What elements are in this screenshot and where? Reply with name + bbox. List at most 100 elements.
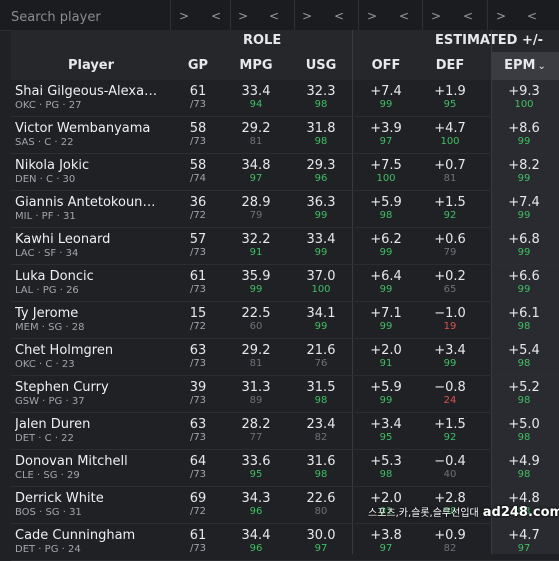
sort-asc-arrow[interactable]: > — [366, 9, 378, 23]
cell-usg: 36.3 99 — [300, 195, 342, 222]
player-meta: DEN · C · 30 — [15, 174, 76, 185]
cell-usg: 31.8 98 — [300, 121, 342, 148]
player-name[interactable]: Luka Doncic — [15, 269, 94, 284]
player-name[interactable]: Giannis Antetokounmpo — [15, 195, 165, 210]
sort-desc-arrow[interactable]: < — [398, 9, 410, 23]
column-header-epm-label: EPM — [504, 58, 536, 73]
games-total: /73 — [189, 395, 207, 406]
cell-usg: 29.3 96 — [300, 158, 342, 185]
sort-desc-arrow[interactable]: < — [268, 9, 280, 23]
table-row[interactable]: Shai Gilgeous-Alexander OKC · PG · 27 61/7… — [11, 80, 559, 117]
off-value: +3.8 — [370, 528, 402, 543]
column-header-usg[interactable]: USG — [305, 58, 337, 73]
table-row[interactable]: Chet Holmgren OKC · C · 23 63/73 29.2 81 21.6… — [11, 339, 559, 376]
search-input[interactable] — [11, 8, 171, 26]
off-value: +7.4 — [370, 84, 402, 99]
mpg-value: 34.3 — [241, 491, 271, 506]
player-name[interactable]: Chet Holmgren — [15, 343, 114, 358]
player-name[interactable]: Stephen Curry — [15, 380, 109, 395]
sort-asc-arrow[interactable]: > — [178, 9, 190, 23]
sort-asc-arrow[interactable]: > — [301, 9, 313, 23]
usg-percentile: 100 — [311, 284, 331, 295]
sort-desc-arrow[interactable]: < — [526, 9, 538, 23]
filter-sort-bar: > < > < > < > < > < > < — [0, 0, 559, 31]
table-row[interactable]: Nikola Jokic DEN · C · 30 58/74 34.8 97 29.3 9… — [11, 154, 559, 191]
table-row[interactable]: Victor Wembanyama SAS · C · 22 58/73 29.2 81… — [11, 117, 559, 154]
cell-usg: 33.4 99 — [300, 232, 342, 259]
sort-asc-arrow[interactable]: > — [495, 9, 507, 23]
sort-desc-arrow[interactable]: < — [462, 9, 474, 23]
table-row[interactable]: Jalen Duren DET · C · 22 63/73 28.2 77 23.4 82… — [11, 413, 559, 450]
player-name[interactable]: Shai Gilgeous-Alexander — [15, 84, 165, 99]
gp-value: 63 — [189, 343, 207, 358]
table-header: ROLE ESTIMATED +/- Player GP MPG USG OFF… — [11, 30, 559, 80]
cell-mpg: 22.5 60 — [235, 306, 277, 333]
games-total: /73 — [189, 543, 207, 554]
player-name[interactable]: Jalen Duren — [15, 417, 91, 432]
table-row[interactable]: Stephen Curry GSW · PG · 37 39/73 31.3 89 31.… — [11, 376, 559, 413]
def-percentile: 92 — [443, 432, 457, 443]
cell-off: +5.9 98 — [366, 195, 406, 222]
column-header-player[interactable]: Player — [67, 58, 115, 73]
off-value: +7.5 — [370, 158, 402, 173]
sort-asc-arrow[interactable]: > — [430, 9, 442, 23]
mpg-value: 29.2 — [241, 343, 271, 358]
epm-percentile: 97 — [517, 543, 531, 554]
off-value: +6.2 — [370, 232, 402, 247]
column-header-gp[interactable]: GP — [187, 58, 209, 73]
column-header-mpg[interactable]: MPG — [239, 58, 273, 73]
table-row[interactable]: Ty Jerome MEM · SG · 28 15/72 22.5 60 34.1 99 +… — [11, 302, 559, 339]
sort-desc-arrow[interactable]: < — [333, 9, 345, 23]
top-divider — [294, 0, 295, 30]
cell-gp: 58/73 — [181, 121, 215, 148]
def-value: +1.9 — [434, 84, 466, 99]
cell-def: +1.5 92 — [430, 195, 470, 222]
table-row[interactable]: Giannis Antetokounmpo MIL · PF · 31 36/72 2… — [11, 191, 559, 228]
player-table-body: Shai Gilgeous-Alexander OKC · PG · 27 61/7… — [11, 80, 559, 561]
player-name[interactable]: Kawhi Leonard — [15, 232, 111, 247]
player-name[interactable]: Nikola Jokic — [15, 158, 90, 173]
column-header-off[interactable]: OFF — [371, 58, 401, 73]
player-name[interactable]: Derrick White — [15, 491, 104, 506]
table-row[interactable]: Cade Cunningham DET · PG · 24 61/73 34.4 96 3… — [11, 524, 559, 561]
sort-asc-arrow[interactable]: > — [237, 9, 249, 23]
table-row[interactable]: Kawhi Leonard LAC · SF · 34 57/73 32.2 91 33.… — [11, 228, 559, 265]
gp-value: 61 — [189, 84, 207, 99]
usg-value: 36.3 — [306, 195, 336, 210]
estimated-group-label: ESTIMATED +/- — [435, 33, 544, 48]
epm-percentile: 98 — [517, 469, 531, 480]
top-divider — [487, 0, 488, 30]
sort-desc-arrow[interactable]: < — [210, 9, 222, 23]
player-meta: BOS · SG · 31 — [15, 507, 82, 518]
table-row[interactable]: Donovan Mitchell CLE · SG · 29 64/73 33.6 95… — [11, 450, 559, 487]
player-name[interactable]: Ty Jerome — [15, 306, 79, 321]
column-divider — [491, 30, 492, 554]
player-name[interactable]: Donovan Mitchell — [15, 454, 128, 469]
cell-off: +6.4 99 — [366, 269, 406, 296]
def-percentile: 92 — [443, 210, 457, 221]
table-row[interactable]: Derrick White BOS · SG · 31 69/72 34.3 96 22.… — [11, 487, 559, 524]
column-header-epm[interactable]: EPM ⌄ — [495, 58, 555, 73]
top-divider — [170, 0, 171, 30]
usg-value: 21.6 — [306, 343, 336, 358]
cell-epm: +6.6 99 — [499, 269, 549, 296]
mpg-percentile: 95 — [249, 469, 263, 480]
games-total: /73 — [189, 358, 207, 369]
mpg-percentile: 60 — [249, 321, 263, 332]
cell-epm: +6.8 99 — [499, 232, 549, 259]
usg-value: 30.0 — [306, 528, 336, 543]
epm-percentile: 99 — [517, 136, 531, 147]
cell-epm: +5.4 98 — [499, 343, 549, 370]
mpg-percentile: 81 — [249, 358, 263, 369]
player-name[interactable]: Cade Cunningham — [15, 528, 136, 543]
table-row[interactable]: Luka Doncic LAL · PG · 26 61/73 35.9 99 37.0 1… — [11, 265, 559, 302]
def-percentile: 24 — [443, 395, 457, 406]
usg-value: 23.4 — [306, 417, 336, 432]
epm-percentile: 100 — [514, 99, 534, 110]
column-header-def[interactable]: DEF — [435, 58, 465, 73]
gp-value: 63 — [189, 417, 207, 432]
player-name[interactable]: Victor Wembanyama — [15, 121, 151, 136]
cell-off: +6.2 99 — [366, 232, 406, 259]
epm-value: +4.8 — [508, 491, 540, 506]
player-meta: GSW · PG · 37 — [15, 396, 85, 407]
